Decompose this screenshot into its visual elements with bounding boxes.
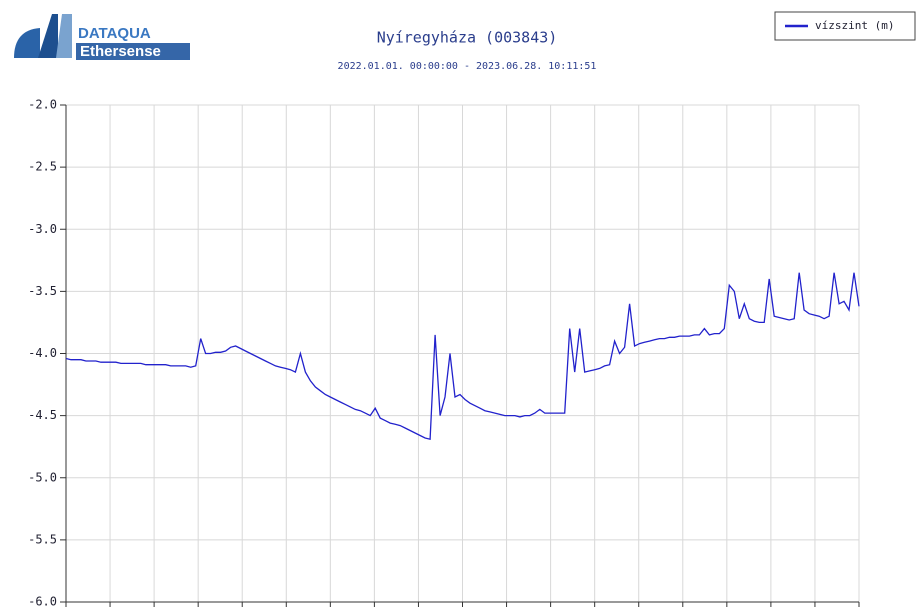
logo-text: DATAQUA	[78, 25, 151, 42]
series-line	[65, 272, 860, 441]
y-tick-label: -3.5	[28, 284, 57, 298]
y-tick-label: -2.0	[28, 98, 57, 112]
logo-shape	[38, 14, 58, 58]
logo-shape	[56, 14, 72, 58]
y-tick-label: -6.0	[28, 595, 57, 607]
legend-label: vízszint (m)	[815, 19, 894, 32]
logo-band	[76, 43, 190, 60]
chart-title: Nyíregyháza (003843)	[377, 29, 558, 47]
y-tick-label: -4.5	[28, 408, 57, 422]
y-tick-label: -2.5	[28, 160, 57, 174]
y-tick-label: -5.5	[28, 532, 57, 546]
y-tick-label: -5.0	[28, 470, 57, 484]
y-tick-label: -3.0	[28, 222, 57, 236]
chart-subtitle: 2022.01.01. 00:00:00 - 2023.06.28. 10:11…	[338, 61, 597, 72]
y-tick-label: -4.0	[28, 346, 57, 360]
logo: DATAQUA Ethersense	[14, 14, 190, 60]
logo-shape	[14, 28, 40, 58]
logo-text: Ethersense	[80, 43, 161, 60]
